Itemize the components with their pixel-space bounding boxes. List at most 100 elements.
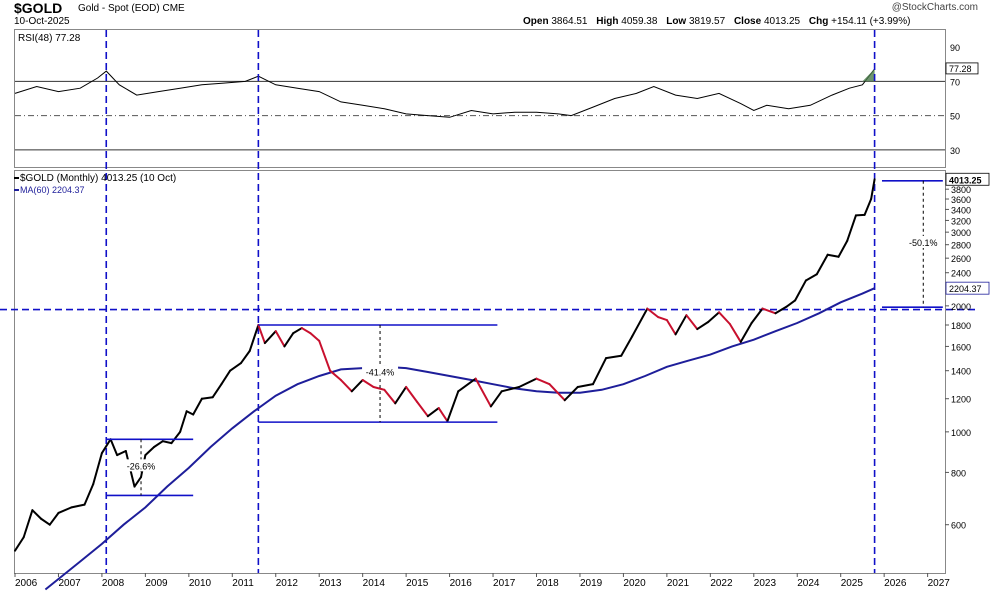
price-segment [591,357,608,386]
price-tick-label: 1200 [951,395,971,405]
year-tick-label: 2025 [841,578,864,589]
drawdown-label: -41.4% [366,368,395,378]
price-segment [372,385,386,391]
price-segment [179,410,188,433]
year-tick-label: 2016 [450,578,473,589]
price-segment [185,410,195,416]
price-segment [500,385,521,393]
year-tick-label: 2024 [797,578,820,589]
price-segment [383,388,397,405]
price-segment [257,324,266,345]
price-segment [728,323,742,343]
price-segment [31,509,43,520]
price-segment [426,407,440,418]
price-segment [794,279,807,302]
price-segment [804,273,818,282]
price-segment [785,299,797,308]
year-tick-label: 2013 [319,578,342,589]
price-segment [22,509,34,539]
price-segment [14,536,25,552]
price-segment [605,354,623,360]
year-tick-label: 2009 [145,578,168,589]
year-tick-label: 2020 [623,578,646,589]
price-tick-label: 2400 [951,269,971,279]
ohlc-readout: Open 3864.51 High 4059.38 Low 3819.57 Cl… [523,16,916,27]
year-tick-label: 2021 [667,578,690,589]
year-tick-label: 2014 [363,578,386,589]
price-segment [292,327,303,335]
price-segment [474,377,492,408]
open-label: Open [523,16,549,27]
price-segment [274,330,286,348]
open-value: 3864.51 [551,16,588,27]
low-value: 3819.57 [689,16,726,27]
price-segment [870,178,876,201]
price-segment [548,383,566,402]
drawdown-label-bg [905,236,942,249]
price-segment [57,506,73,514]
price-tick-label: 1000 [951,428,971,438]
price-tick-label: 1800 [951,321,971,331]
price-value-label: 4013.25 [949,175,982,185]
price-segment [576,383,594,388]
price-segment [116,450,127,457]
ma-value-tag [945,281,990,295]
price-segment [200,396,214,400]
drawdown-label-bg [123,459,160,472]
price-segment [48,511,60,526]
price-segment [665,319,677,336]
price-segment [350,379,364,393]
year-tick-label: 2015 [406,578,429,589]
price-segment [826,253,840,258]
drawdown-label: -50.1% [909,238,938,248]
price-segment [718,311,731,326]
price-tick-label: 1400 [951,367,971,377]
high-value: 4059.38 [621,16,658,27]
price-segment [339,379,353,393]
price-segment [854,213,866,217]
price-tick-label: 3400 [951,205,971,215]
price-tick-label: 600 [951,521,966,531]
price-tick-label: 800 [951,468,966,478]
price-segment [535,377,551,386]
price-segment [646,307,660,319]
year-tick-label: 2022 [710,578,733,589]
price-segment [685,314,699,331]
price-segment [657,316,668,322]
price-segment [837,239,849,258]
price-legend: $GOLD (Monthly) 4013.25 (10 Oct) [20,173,176,184]
price-segment [220,369,232,386]
chart-description: Gold - Spot (EOD) CME [78,3,185,14]
price-value-tag [945,172,990,186]
price-segment [394,385,408,405]
price-segment [761,307,777,315]
price-segment [863,198,873,216]
year-tick-label: 2011 [232,578,254,589]
ma-legend: MA(60) 2204.37 [20,185,85,195]
price-tick-label: 2800 [951,241,971,251]
year-tick-label: 2019 [580,578,603,589]
rsi-panel-frame [14,29,946,168]
price-tick-label: 3600 [951,195,971,205]
price-tick-label: 1600 [951,342,971,352]
close-label: Close [733,16,762,27]
price-segment [133,476,143,488]
rsi-legend: RSI(48) 77.28 [18,33,81,44]
price-segment [457,377,477,393]
price-segment [318,339,332,372]
rsi-overbought-fill [862,68,875,82]
ma60-line [44,287,876,591]
price-segment [774,305,788,315]
price-segment [361,379,375,388]
ma-value-label: 2204.37 [949,284,982,294]
chart-symbol: $GOLD [14,0,63,16]
price-segment [405,385,418,403]
price-segment [100,438,112,455]
brand-logo[interactable]: @StockCharts.com [891,2,978,13]
year-tick-label: 2018 [536,578,559,589]
price-segment [248,324,260,353]
drawdown-label-bg [362,365,399,378]
price-segment [192,397,203,416]
